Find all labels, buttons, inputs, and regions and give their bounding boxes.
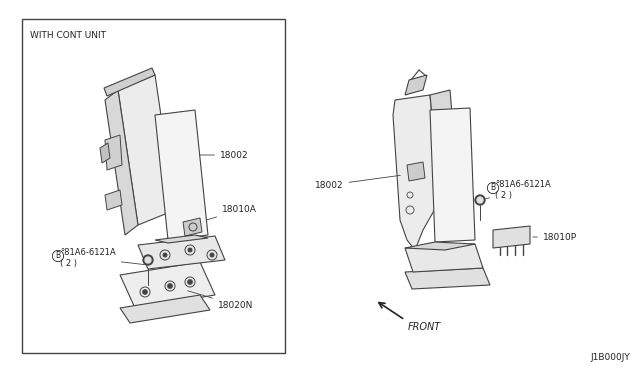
Circle shape [143,289,147,295]
Circle shape [210,253,214,257]
Text: 18002: 18002 [315,175,400,189]
Polygon shape [393,95,440,250]
Polygon shape [405,75,427,95]
Polygon shape [155,235,208,243]
Polygon shape [155,110,208,240]
Text: °81A6-6121A
( 2 ): °81A6-6121A ( 2 ) [60,248,145,268]
Circle shape [188,248,192,252]
Bar [22,19,285,353]
Circle shape [168,283,173,289]
Text: °81A6-6121A
( 2 ): °81A6-6121A ( 2 ) [483,180,551,200]
Polygon shape [405,268,490,289]
Text: B: B [56,251,61,260]
Text: 18010P: 18010P [532,232,577,241]
Text: FRONT: FRONT [408,322,441,332]
Polygon shape [120,262,215,308]
Polygon shape [105,190,122,210]
Polygon shape [430,90,460,210]
Text: 18020N: 18020N [188,291,253,310]
Circle shape [143,255,153,265]
Circle shape [145,257,151,263]
Circle shape [475,195,485,205]
Text: WITH CONT UNIT: WITH CONT UNIT [31,31,106,39]
Polygon shape [105,135,122,170]
Polygon shape [430,108,475,242]
Polygon shape [493,226,530,248]
Circle shape [477,197,483,203]
Text: J1B000JY: J1B000JY [590,353,630,362]
Polygon shape [105,90,138,235]
Polygon shape [405,244,483,272]
Text: 18010A: 18010A [203,205,257,221]
Polygon shape [100,143,110,163]
Polygon shape [407,162,425,181]
Polygon shape [138,236,225,269]
Circle shape [163,253,167,257]
Polygon shape [120,295,210,323]
Polygon shape [183,218,202,236]
Circle shape [188,279,193,285]
Text: 18002: 18002 [186,151,248,160]
Polygon shape [118,75,175,225]
Polygon shape [405,242,475,250]
Polygon shape [104,68,155,96]
Text: B: B [490,183,495,192]
